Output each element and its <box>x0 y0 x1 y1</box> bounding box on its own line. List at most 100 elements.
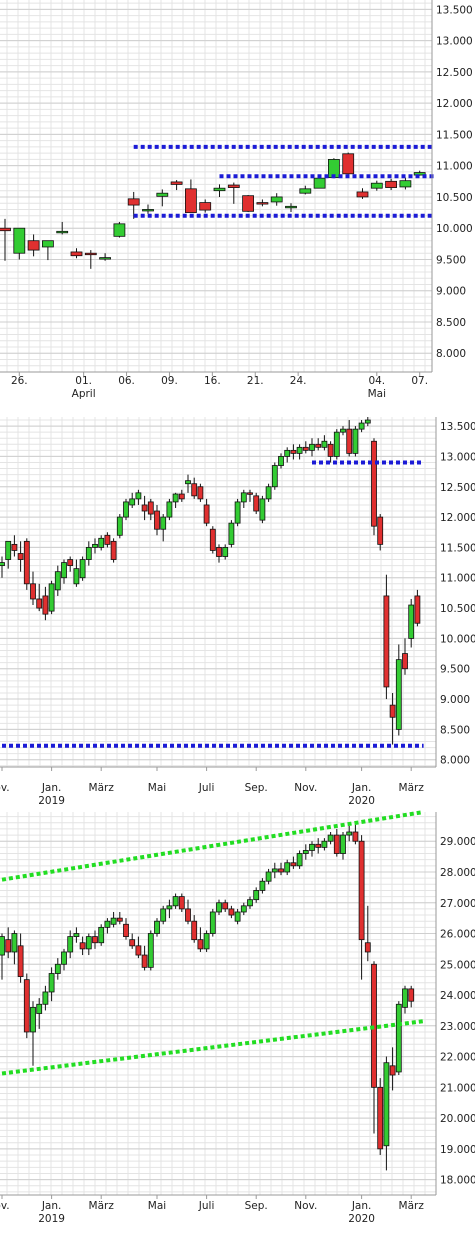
candle-body-up <box>270 196 283 203</box>
y-tick-label: 11.000 <box>440 573 475 585</box>
candle-body-up <box>54 571 61 591</box>
candle <box>199 199 212 213</box>
candle <box>253 887 260 903</box>
candle <box>333 429 340 460</box>
candle <box>364 417 371 427</box>
candle-body-up <box>352 428 359 454</box>
candle-body-up <box>129 498 136 506</box>
candle-body-up <box>383 1062 390 1147</box>
candle-body-down <box>70 251 83 257</box>
candle <box>389 692 396 745</box>
candle-body-up <box>30 1006 36 1033</box>
candle-body-down <box>197 486 204 500</box>
candle <box>284 447 291 463</box>
horizontal-grid <box>0 2 432 373</box>
candle-body-down <box>127 198 140 206</box>
candle-body-up <box>116 516 123 536</box>
candle-body-down <box>402 653 408 670</box>
candle <box>302 844 309 860</box>
trend-line <box>1 1019 424 1076</box>
candle-body-up <box>160 516 167 530</box>
candle-body-down <box>203 504 210 524</box>
candle-body-down <box>116 917 123 922</box>
vertical-grid <box>6 812 426 1195</box>
x-tick-label: März <box>399 1200 425 1212</box>
candle <box>191 915 198 943</box>
y-tick-label: 18.000 <box>440 1175 475 1187</box>
candle <box>184 179 197 213</box>
x-tick-sublabel: 2020 <box>348 795 375 807</box>
candle <box>402 638 408 675</box>
candle <box>36 583 43 612</box>
candle <box>321 838 328 851</box>
candle-body-up <box>36 1003 43 1014</box>
candle <box>216 544 222 563</box>
candle-body-down <box>129 939 136 947</box>
candle <box>414 589 421 627</box>
candle-body-up <box>54 963 61 974</box>
candle-body-up <box>340 428 346 433</box>
candle <box>247 489 253 502</box>
candle <box>129 933 136 949</box>
candle <box>67 930 74 959</box>
candle-body-up <box>327 834 334 842</box>
candle <box>342 152 355 175</box>
candle <box>116 514 123 539</box>
candle <box>73 559 80 587</box>
candle-body-up <box>309 843 315 851</box>
candle <box>389 1047 396 1091</box>
candle <box>104 918 111 934</box>
y-tick-label: 8.000 <box>440 755 470 767</box>
candle <box>222 899 229 912</box>
candle <box>23 538 30 590</box>
candle-body-up <box>56 230 69 234</box>
candle <box>197 483 204 502</box>
candle-body-up <box>399 180 412 188</box>
candle <box>79 556 86 581</box>
y-tick-label: 12.500 <box>436 67 473 79</box>
candle-body-up <box>296 446 303 454</box>
horizontal-grid <box>0 419 436 767</box>
candle-body-up <box>402 988 408 1008</box>
candle-body-up <box>73 568 80 585</box>
x-tick-label: 07. <box>411 375 428 387</box>
candle-body-up <box>73 933 80 937</box>
candle <box>265 483 272 502</box>
candle <box>383 1056 390 1171</box>
candle <box>346 825 353 842</box>
candle-body-down <box>315 843 322 848</box>
y-tick-label: 12.000 <box>436 98 473 110</box>
candle-body-up <box>358 422 365 430</box>
trend-lines <box>1 810 424 1076</box>
candle-body-up <box>5 540 12 560</box>
candle <box>73 927 80 943</box>
trend-lines <box>133 144 434 218</box>
y-tick-label: 11.000 <box>436 161 473 173</box>
candle-body-up <box>172 493 179 503</box>
y-tick-label: 19.000 <box>440 1144 475 1156</box>
candle-body-down <box>256 202 269 205</box>
candle <box>240 489 247 508</box>
candle <box>42 586 49 621</box>
candle <box>166 899 173 919</box>
candle-body-down <box>278 868 284 873</box>
candle <box>216 899 222 916</box>
y-tick-label: 27.000 <box>440 898 475 910</box>
candle <box>191 477 198 499</box>
candle <box>383 574 390 700</box>
candle <box>315 438 322 451</box>
candle <box>399 177 412 190</box>
candle-body-up <box>284 862 291 873</box>
candle-body-up <box>284 449 291 457</box>
candle <box>54 565 61 596</box>
candle-body-up <box>265 486 272 500</box>
candle-body-up <box>209 911 216 934</box>
y-tick-label: 8.500 <box>436 317 466 329</box>
candle <box>0 933 5 980</box>
candle <box>358 835 365 980</box>
y-tick-label: 23.000 <box>440 1021 475 1033</box>
candles <box>0 824 415 1171</box>
candle <box>265 868 272 885</box>
candle <box>270 193 283 206</box>
